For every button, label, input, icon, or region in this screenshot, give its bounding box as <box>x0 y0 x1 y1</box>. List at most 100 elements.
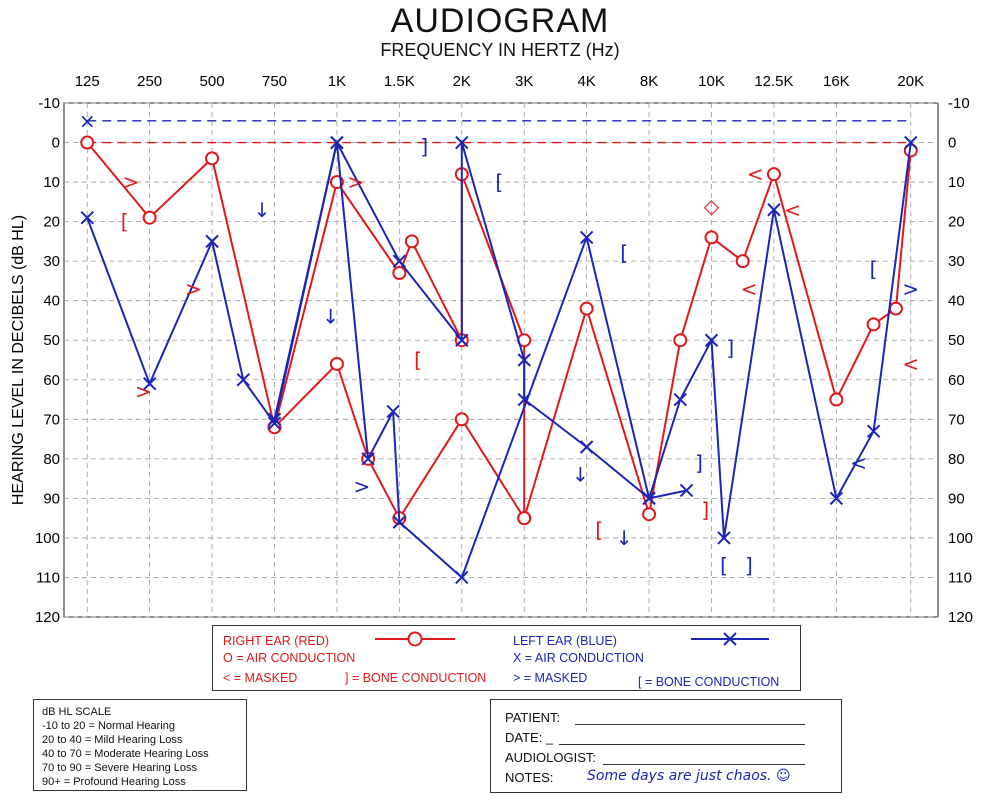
db-scale-row: 90+ = Profound Hearing Loss <box>42 776 186 788</box>
data-point-circle <box>829 392 844 407</box>
scatter-symbol: ] <box>701 498 709 522</box>
data-point-circle <box>673 333 688 348</box>
y-tick-label-left: -10 <box>38 95 60 112</box>
db-scale-title: dB HL SCALE <box>42 706 112 718</box>
db-scale-row: 40 to 70 = Moderate Hearing Loss <box>42 748 209 760</box>
scatter-symbol: [ <box>870 257 878 281</box>
legend-left-line-icon <box>691 632 769 646</box>
chart-title: AUDIOGRAM <box>390 2 610 40</box>
notes-text: Some days are just chaos. ☺ <box>587 768 791 784</box>
data-point-x <box>829 491 844 506</box>
scatter-symbol: < <box>850 451 867 475</box>
data-point-x <box>330 135 344 150</box>
x-tick-label: 125 <box>75 73 100 90</box>
date-label: DATE: _ <box>505 730 554 745</box>
x-tick-label: 8K <box>640 73 658 90</box>
scatter-symbol: [ <box>720 554 728 578</box>
data-point-x <box>767 203 781 217</box>
y-tick-label-right: 30 <box>948 253 965 270</box>
y-tick-label-right: 50 <box>948 332 965 349</box>
legend-right-masked: < = MASKED <box>223 671 298 685</box>
scatter-symbol: [ <box>495 170 503 194</box>
date-field-line[interactable] <box>559 744 805 745</box>
data-point-x <box>386 404 400 419</box>
x-tick-label: 2K <box>453 73 471 90</box>
y-tick-label-right: 110 <box>948 569 972 586</box>
patient-field-line[interactable] <box>575 724 805 725</box>
x-tick-label: 1.5K <box>384 73 415 90</box>
data-point-circle <box>205 151 220 166</box>
audiogram-chart: -10 -10 0 0 10 10 20 20 30 30 40 40 50 50 60 60 70 70 80 80… <box>10 73 973 625</box>
y-tick-label-right: 100 <box>948 530 973 547</box>
y-tick-label-right: 120 <box>948 609 973 625</box>
scatter-symbol: ↓ <box>572 463 589 487</box>
patient-info-box: PATIENT: DATE: _ AUDIOLOGIST: NOTES: Som… <box>490 699 842 793</box>
data-point-x <box>673 392 687 407</box>
x-tick-label: 250 <box>137 73 162 90</box>
series-line <box>86 141 912 539</box>
y-tick-label-right: 20 <box>948 214 965 231</box>
y-tick-label-left: 50 <box>43 332 60 349</box>
db-scale-box: dB HL SCALE -10 to 20 = Normal Hearing 2… <box>33 699 247 791</box>
data-point-circle <box>404 234 419 249</box>
legend-left-air: X = AIR CONDUCTION <box>513 651 644 665</box>
scatter-symbol: × <box>79 109 96 133</box>
y-tick-label-right: 90 <box>948 490 965 507</box>
y-tick-label-left: 90 <box>43 490 60 507</box>
data-point-x <box>455 570 469 585</box>
data-point-circle <box>517 511 532 526</box>
data-point-circle <box>866 317 881 332</box>
y-tick-label-left: 110 <box>36 569 60 586</box>
legend-right-ear: RIGHT EAR (RED) <box>223 634 330 648</box>
y-axis-label: HEARING LEVEL IN DECIBELS (dB HL) <box>10 215 27 505</box>
y-tick-label-right: 80 <box>948 451 965 468</box>
y-tick-label-left: 120 <box>35 609 60 625</box>
y-tick-label-right: 10 <box>948 174 965 191</box>
db-scale-row: 20 to 40 = Mild Hearing Loss <box>42 734 183 746</box>
data-point-x <box>704 333 719 347</box>
data-point-circle <box>454 412 469 427</box>
audiologist-field-line[interactable] <box>603 764 805 765</box>
data-point-x <box>361 452 375 466</box>
data-point-x <box>267 416 282 430</box>
y-tick-label-left: 0 <box>52 135 60 152</box>
data-point-x <box>517 353 531 367</box>
scatter-symbol: < <box>747 162 764 186</box>
scatter-symbol: < <box>741 277 758 301</box>
data-point-circle <box>80 135 95 150</box>
scatter-symbol: [ <box>414 348 422 372</box>
data-point-circle <box>642 507 657 522</box>
data-point-x <box>904 135 918 150</box>
data-point-x <box>679 483 694 498</box>
y-tick-label-right: 70 <box>948 411 965 428</box>
scatter-symbol: ] <box>726 336 734 360</box>
y-tick-label-right: 40 <box>948 293 965 310</box>
scatter-symbol: ↓ <box>616 526 633 550</box>
y-tick-label-left: 10 <box>43 174 60 191</box>
legend-right-bone: ] = BONE CONDUCTION <box>345 671 487 685</box>
y-tick-label-left: 60 <box>43 372 60 389</box>
scatter-symbol: ] <box>745 554 753 578</box>
scatter-symbol: ↓ <box>254 198 271 222</box>
scatter-symbol: > <box>347 170 364 194</box>
patient-label: PATIENT: <box>505 710 561 725</box>
scatter-symbol: ◇ <box>704 194 720 218</box>
scatter-symbol: [ <box>595 518 603 542</box>
scatter-symbol: [ <box>620 241 628 265</box>
chart-subtitle: FREQUENCY IN HERTZ (Hz) <box>380 40 620 60</box>
db-scale-row: 70 to 90 = Severe Hearing Loss <box>42 762 198 774</box>
data-point-x <box>455 333 469 347</box>
scatter-symbol: > <box>123 170 140 194</box>
legend-right-air: O = AIR CONDUCTION <box>223 651 356 665</box>
legend-left-ear: LEFT EAR (BLUE) <box>513 634 617 648</box>
data-point-circle <box>888 301 903 316</box>
x-tick-label: 20K <box>897 73 924 90</box>
data-point-circle <box>142 210 157 225</box>
data-point-x <box>392 254 407 268</box>
scatter-symbol: ] <box>420 134 428 158</box>
x-tick-label: 1K <box>328 73 346 90</box>
scatter-symbol: < <box>902 352 919 376</box>
data-point-x <box>267 412 282 427</box>
x-tick-label: 4K <box>577 73 595 90</box>
series-line <box>273 363 526 520</box>
